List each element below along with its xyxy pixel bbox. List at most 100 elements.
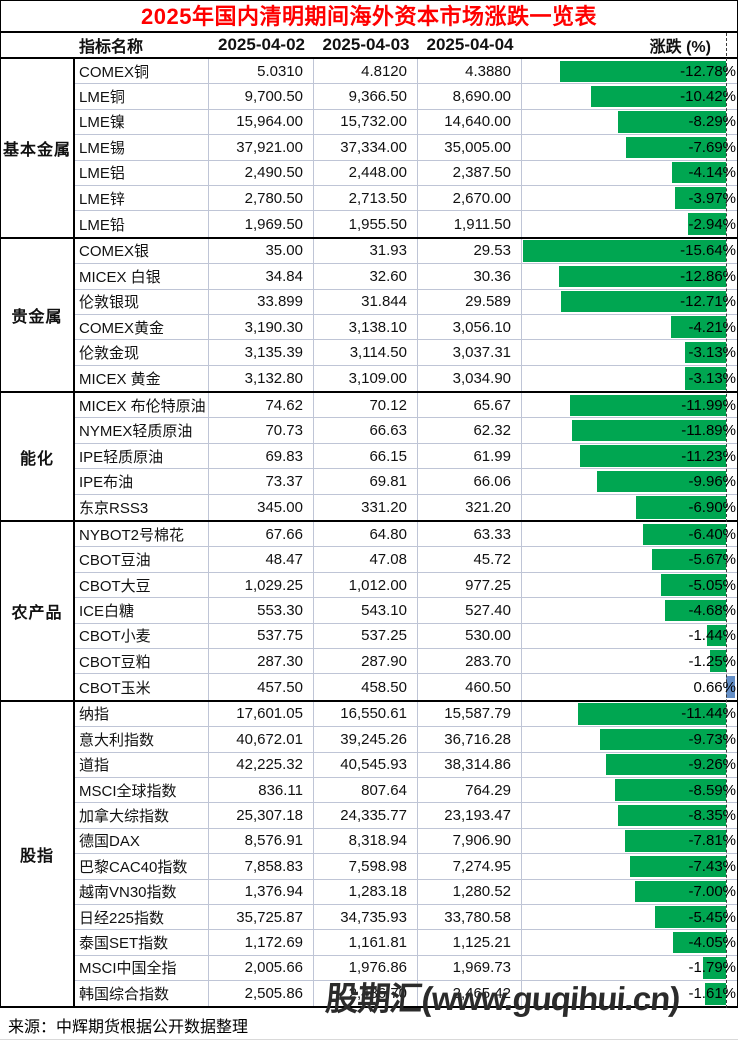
price-cell: 764.29 xyxy=(418,777,522,803)
price-cell: 1,976.86 xyxy=(314,955,418,981)
negative-change-bar xyxy=(642,523,726,545)
change-label: -7.69% xyxy=(688,138,736,156)
price-cell: 1,029.25 xyxy=(209,572,314,598)
indicator-name: 意大利指数 xyxy=(75,727,209,752)
price-cell: 8,318.94 xyxy=(314,828,418,854)
table-row: LME锌 2,780.50 2,713.50 2,670.00 -3.97% xyxy=(75,185,737,212)
change-cell: -15.64% xyxy=(522,239,737,263)
price-cell: 807.64 xyxy=(314,777,418,803)
negative-change-bar xyxy=(702,957,726,979)
indicator-name: 韩国综合指数 xyxy=(75,981,209,1007)
table-row: 越南VN30指数 1,376.94 1,283.18 1,280.52 -7.00% xyxy=(75,879,737,905)
negative-change-bar xyxy=(665,599,726,622)
table-row: MSCI全球指数 836.11 807.64 764.29 -8.59% xyxy=(75,777,737,804)
price-cell: 34.84 xyxy=(209,264,314,289)
price-cell: 2,780.50 xyxy=(209,185,314,211)
negative-change-bar xyxy=(590,85,726,108)
price-cell: 1,280.52 xyxy=(418,879,522,904)
col-header-indicator-name: 指标名称 xyxy=(79,39,144,56)
price-cell: 287.30 xyxy=(209,648,314,674)
price-cell: 42,225.32 xyxy=(209,752,314,777)
indicator-name: 德国DAX xyxy=(75,828,209,854)
change-cell: -4.05% xyxy=(522,930,737,954)
section-4: 股指 纳指 17,601.05 16,550.61 15,587.79 -11.44% 意大… xyxy=(1,701,737,1009)
table-row: 意大利指数 40,672.01 39,245.26 36,716.28 -9.73% xyxy=(75,727,737,753)
table-row: CBOT豆粕 287.30 287.90 283.70 -1.25% xyxy=(75,648,737,675)
change-cell: -4.21% xyxy=(522,315,737,339)
change-label: -4.21% xyxy=(688,318,736,336)
change-cell: -6.40% xyxy=(522,522,737,546)
price-cell: 70.73 xyxy=(209,418,314,443)
col-header-change-pct: 涨跌 (%) xyxy=(649,39,711,56)
category-label: 股指 xyxy=(1,701,75,1007)
negative-change-bar xyxy=(672,162,726,184)
change-cell: -9.73% xyxy=(522,727,737,751)
table-row: NYMEX轻质原油 70.73 66.63 62.32 -11.89% xyxy=(75,418,737,444)
change-cell: 0.66% xyxy=(522,674,737,699)
price-cell: 331.20 xyxy=(314,494,418,521)
negative-change-bar xyxy=(652,548,726,571)
table-row: 道指 42,225.32 40,545.93 38,314.86 -9.26% xyxy=(75,752,737,778)
indicator-name: COMEX银 xyxy=(75,238,209,264)
negative-change-bar xyxy=(687,212,726,236)
change-label: -10.42% xyxy=(680,88,736,106)
table-row: MSCI中国全指 2,005.66 1,976.86 1,969.73 -1.79% xyxy=(75,955,737,982)
price-cell: 74.62 xyxy=(209,393,314,418)
indicator-name: MICEX 布伦特原油 xyxy=(75,393,209,418)
change-label: -3.13% xyxy=(688,369,736,387)
price-cell: 69.83 xyxy=(209,443,314,469)
change-cell: -11.23% xyxy=(522,444,737,468)
indicator-name: LME铜 xyxy=(75,84,209,109)
price-cell: 458.50 xyxy=(314,674,418,700)
table-row: CBOT豆油 48.47 47.08 45.72 -5.67% xyxy=(75,547,737,573)
price-cell: 35,725.87 xyxy=(209,904,314,930)
table-row: 伦敦银现 33.899 31.844 29.589 -12.71% xyxy=(75,289,737,315)
indicator-name: CBOT大豆 xyxy=(75,572,209,598)
indicator-name: 纳指 xyxy=(75,701,209,727)
table-row: IPE布油 73.37 69.81 66.06 -9.96% xyxy=(75,469,737,495)
change-cell: -7.00% xyxy=(522,880,737,904)
table-body: 指标名称 2025-04-02 2025-04-03 2025-04-04 涨跌… xyxy=(1,33,737,1009)
price-cell: 66.63 xyxy=(314,418,418,443)
indicator-name: 巴黎CAC40指数 xyxy=(75,854,209,879)
change-label: -12.78% xyxy=(680,62,736,80)
change-cell: -7.43% xyxy=(522,854,737,878)
price-cell: 2,505.86 xyxy=(209,981,314,1007)
price-cell: 35,005.00 xyxy=(418,135,522,160)
table-row: ICE白糖 553.30 543.10 527.40 -4.68% xyxy=(75,598,737,624)
table-row: 德国DAX 8,576.91 8,318.94 7,906.90 -7.81% xyxy=(75,828,737,855)
negative-change-bar xyxy=(618,111,726,133)
table-row: CBOT小麦 537.75 537.25 530.00 -1.44% xyxy=(75,623,737,649)
price-cell: 1,969.50 xyxy=(209,211,314,237)
section-3: 农产品 NYBOT2号棉花 67.66 64.80 63.33 -6.40% CBOT豆油 4… xyxy=(1,522,737,702)
indicator-name: MICEX 黄金 xyxy=(75,365,209,392)
change-cell: -9.96% xyxy=(522,469,737,493)
change-cell: -5.67% xyxy=(522,547,737,571)
category-label: 基本金属 xyxy=(1,59,75,237)
negative-change-bar xyxy=(523,240,726,262)
section-0: 基本金属 COMEX铜 5.0310 4.8120 4.3880 -12.78% LME铜 9… xyxy=(1,59,737,239)
price-cell: 9,700.50 xyxy=(209,84,314,109)
negative-change-bar xyxy=(685,341,726,364)
change-label: -5.67% xyxy=(688,551,736,569)
negative-change-bar xyxy=(561,291,726,313)
price-cell: 5.0310 xyxy=(209,59,314,84)
section-rows: COMEX银 35.00 31.93 29.53 -15.64% MICEX 白银 34.8… xyxy=(75,238,737,392)
indicator-name: CBOT小麦 xyxy=(75,623,209,648)
change-cell: -1.44% xyxy=(522,624,737,648)
price-cell: 38,314.86 xyxy=(418,752,522,777)
indicator-name: IPE轻质原油 xyxy=(75,443,209,469)
price-cell: 14,640.00 xyxy=(418,109,522,135)
change-cell: -1.61% xyxy=(522,981,737,1006)
price-cell: 3,034.90 xyxy=(418,365,522,392)
price-cell: 3,190.30 xyxy=(209,314,314,340)
price-cell: 537.25 xyxy=(314,623,418,648)
price-cell: 7,906.90 xyxy=(418,828,522,854)
price-cell: 3,114.50 xyxy=(314,340,418,365)
change-label: -6.40% xyxy=(688,525,736,543)
negative-change-bar xyxy=(635,881,726,903)
change-label: -6.90% xyxy=(688,498,736,516)
change-label: -15.64% xyxy=(680,242,736,260)
price-cell: 17,601.05 xyxy=(209,701,314,727)
